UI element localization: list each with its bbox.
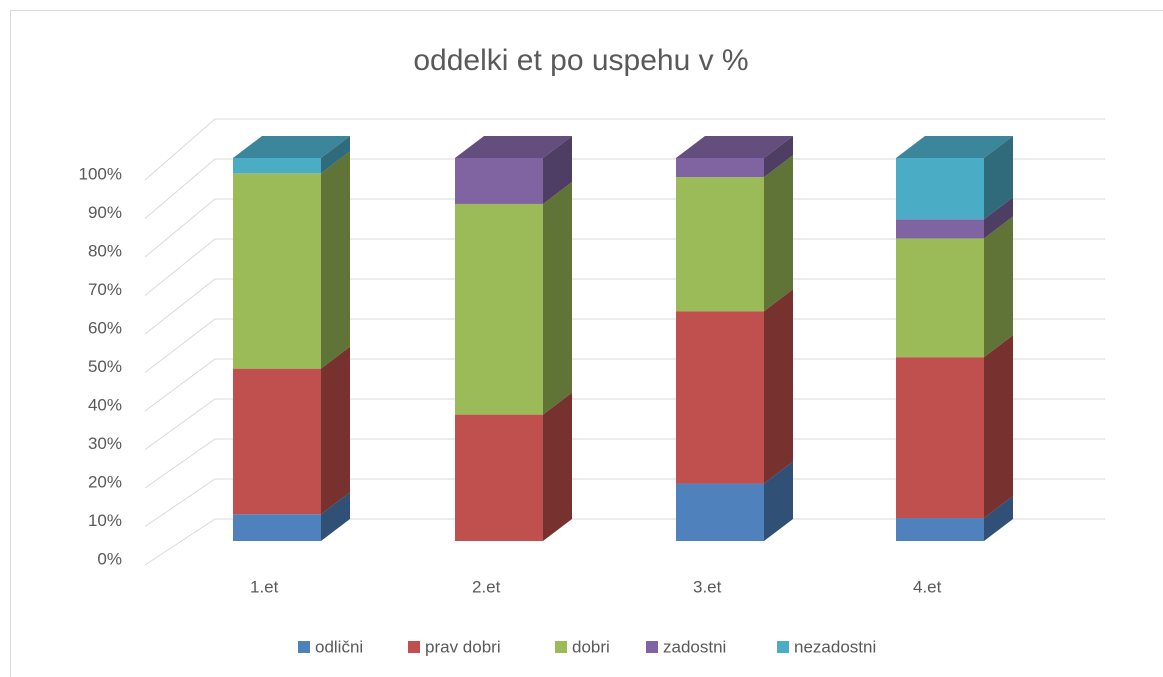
- bar-face: [764, 155, 793, 312]
- bar-segment: [233, 136, 350, 174]
- legend-label: zadostni: [663, 637, 726, 656]
- y-tick-label: 30%: [88, 434, 122, 453]
- x-tick-label: 2.et: [472, 577, 501, 596]
- legend-swatch: [646, 641, 658, 653]
- bar-face: [233, 136, 350, 158]
- grid-line: [144, 478, 1105, 527]
- legend-label: dobri: [572, 637, 610, 656]
- bar-face: [896, 219, 984, 239]
- grid-line: [144, 318, 1105, 373]
- y-tick-label: 20%: [88, 472, 122, 491]
- bar-face: [543, 181, 572, 415]
- bar-segment: [233, 151, 350, 369]
- legend-label: nezadostni: [794, 637, 876, 656]
- bar-face: [543, 136, 572, 204]
- bar-face: [676, 177, 764, 312]
- grid-line: [144, 198, 1105, 258]
- legend-swatch: [298, 641, 310, 653]
- bar-face: [233, 514, 321, 541]
- grid-line: [144, 438, 1105, 489]
- bar-face: [764, 461, 793, 541]
- y-tick-label: 50%: [88, 357, 122, 376]
- y-tick-label: 60%: [88, 318, 122, 337]
- bar-face: [984, 197, 1013, 239]
- x-tick-label: 4.et: [913, 577, 942, 596]
- bar-face: [321, 346, 350, 515]
- bar-face: [896, 238, 984, 358]
- bar-face: [455, 158, 543, 204]
- bar-segment: [676, 136, 793, 178]
- grid-line: [144, 118, 1105, 181]
- bar-segment: [896, 496, 1013, 541]
- bar-face: [455, 414, 543, 541]
- legend-label: prav dobri: [425, 637, 501, 656]
- grid-line: [144, 358, 1105, 412]
- bar-segment: [676, 289, 793, 484]
- bar-segment: [896, 197, 1013, 239]
- y-tick-label: 80%: [88, 241, 122, 260]
- legend-swatch: [408, 641, 420, 653]
- bar-face: [896, 136, 1013, 158]
- legend-swatch: [555, 641, 567, 653]
- bar-segment: [455, 136, 572, 204]
- bar-face: [764, 289, 793, 484]
- bar-face: [321, 136, 350, 174]
- grid-line: [144, 278, 1105, 335]
- legend-label: odlični: [315, 637, 363, 656]
- bar-face: [984, 496, 1013, 541]
- bar-face: [896, 158, 984, 220]
- bar-face: [233, 158, 321, 174]
- bar-segment: [676, 155, 793, 312]
- bar-face: [896, 518, 984, 541]
- grid-line: [144, 158, 1105, 219]
- bar-face: [321, 492, 350, 541]
- bar-face: [676, 158, 764, 178]
- bar-segment: [455, 181, 572, 415]
- y-tick-label: 0%: [97, 549, 122, 568]
- bar-segment: [455, 392, 572, 541]
- bar-face: [984, 136, 1013, 220]
- grid-line: [144, 398, 1105, 450]
- bar-segment: [896, 136, 1013, 220]
- x-tick-label: 3.et: [693, 577, 722, 596]
- bar-face: [984, 216, 1013, 358]
- bar-face: [321, 151, 350, 369]
- y-tick-label: 40%: [88, 395, 122, 414]
- bar-face: [764, 136, 793, 178]
- bar-face: [233, 173, 321, 369]
- bar-face: [676, 483, 764, 541]
- bar-face: [233, 368, 321, 515]
- bar-face: [455, 203, 543, 415]
- legend-swatch: [777, 641, 789, 653]
- bar-face: [543, 392, 572, 541]
- bar-segment: [896, 216, 1013, 358]
- chart-title: oddelki et po uspehu v %: [413, 44, 748, 77]
- bar-face: [676, 136, 793, 158]
- bar-segment: [676, 461, 793, 541]
- bar-segment: [896, 335, 1013, 519]
- y-tick-label: 10%: [88, 511, 122, 530]
- bar-segment: [233, 346, 350, 515]
- y-tick-label: 70%: [88, 280, 122, 299]
- grid-line: [144, 238, 1105, 296]
- bar-face: [676, 311, 764, 484]
- bar-face: [455, 136, 572, 158]
- x-tick-label: 1.et: [250, 577, 279, 596]
- y-tick-label: 90%: [88, 203, 122, 222]
- bar-segment: [233, 492, 350, 541]
- grid-line: [144, 518, 1105, 566]
- y-tick-label: 100%: [79, 164, 122, 183]
- bar-face: [896, 357, 984, 519]
- bar-face: [984, 335, 1013, 519]
- chart-border: [10, 10, 1163, 677]
